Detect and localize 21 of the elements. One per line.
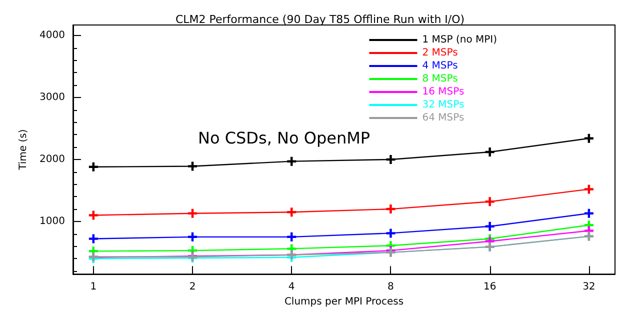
- chart-title: CLM2 Performance (90 Day T85 Offline Run with I/O): [175, 13, 465, 26]
- y-tick-label: 4000: [40, 30, 65, 42]
- x-tick-label: 1: [90, 282, 97, 293]
- legend-label: 16 MSPs: [422, 86, 464, 98]
- legend-label: 32 MSPs: [422, 100, 464, 110]
- legend-label: 64 MSPs: [422, 112, 464, 124]
- x-tick-label: 32: [582, 282, 596, 293]
- legend-label: 1 MSP (no MPI): [422, 34, 498, 46]
- x-tick-label: 2: [189, 282, 196, 293]
- x-tick-label: 4: [288, 282, 295, 293]
- y-tick-label: 2000: [40, 154, 65, 165]
- legend-label: 2 MSPs: [422, 48, 458, 58]
- y-tick-label: 1000: [40, 216, 65, 227]
- legend-label: 4 MSPs: [422, 60, 458, 72]
- annotation: No CSDs, No OpenMP: [198, 128, 370, 148]
- x-tick-label: 16: [483, 282, 496, 293]
- y-tick-label: 3000: [40, 92, 65, 103]
- x-tick-label: 8: [388, 282, 394, 293]
- legend-label: 8 MSPs: [422, 74, 458, 84]
- y-axis-title: Time (s): [18, 129, 30, 171]
- x-axis-title: Clumps per MPI Process: [284, 296, 404, 308]
